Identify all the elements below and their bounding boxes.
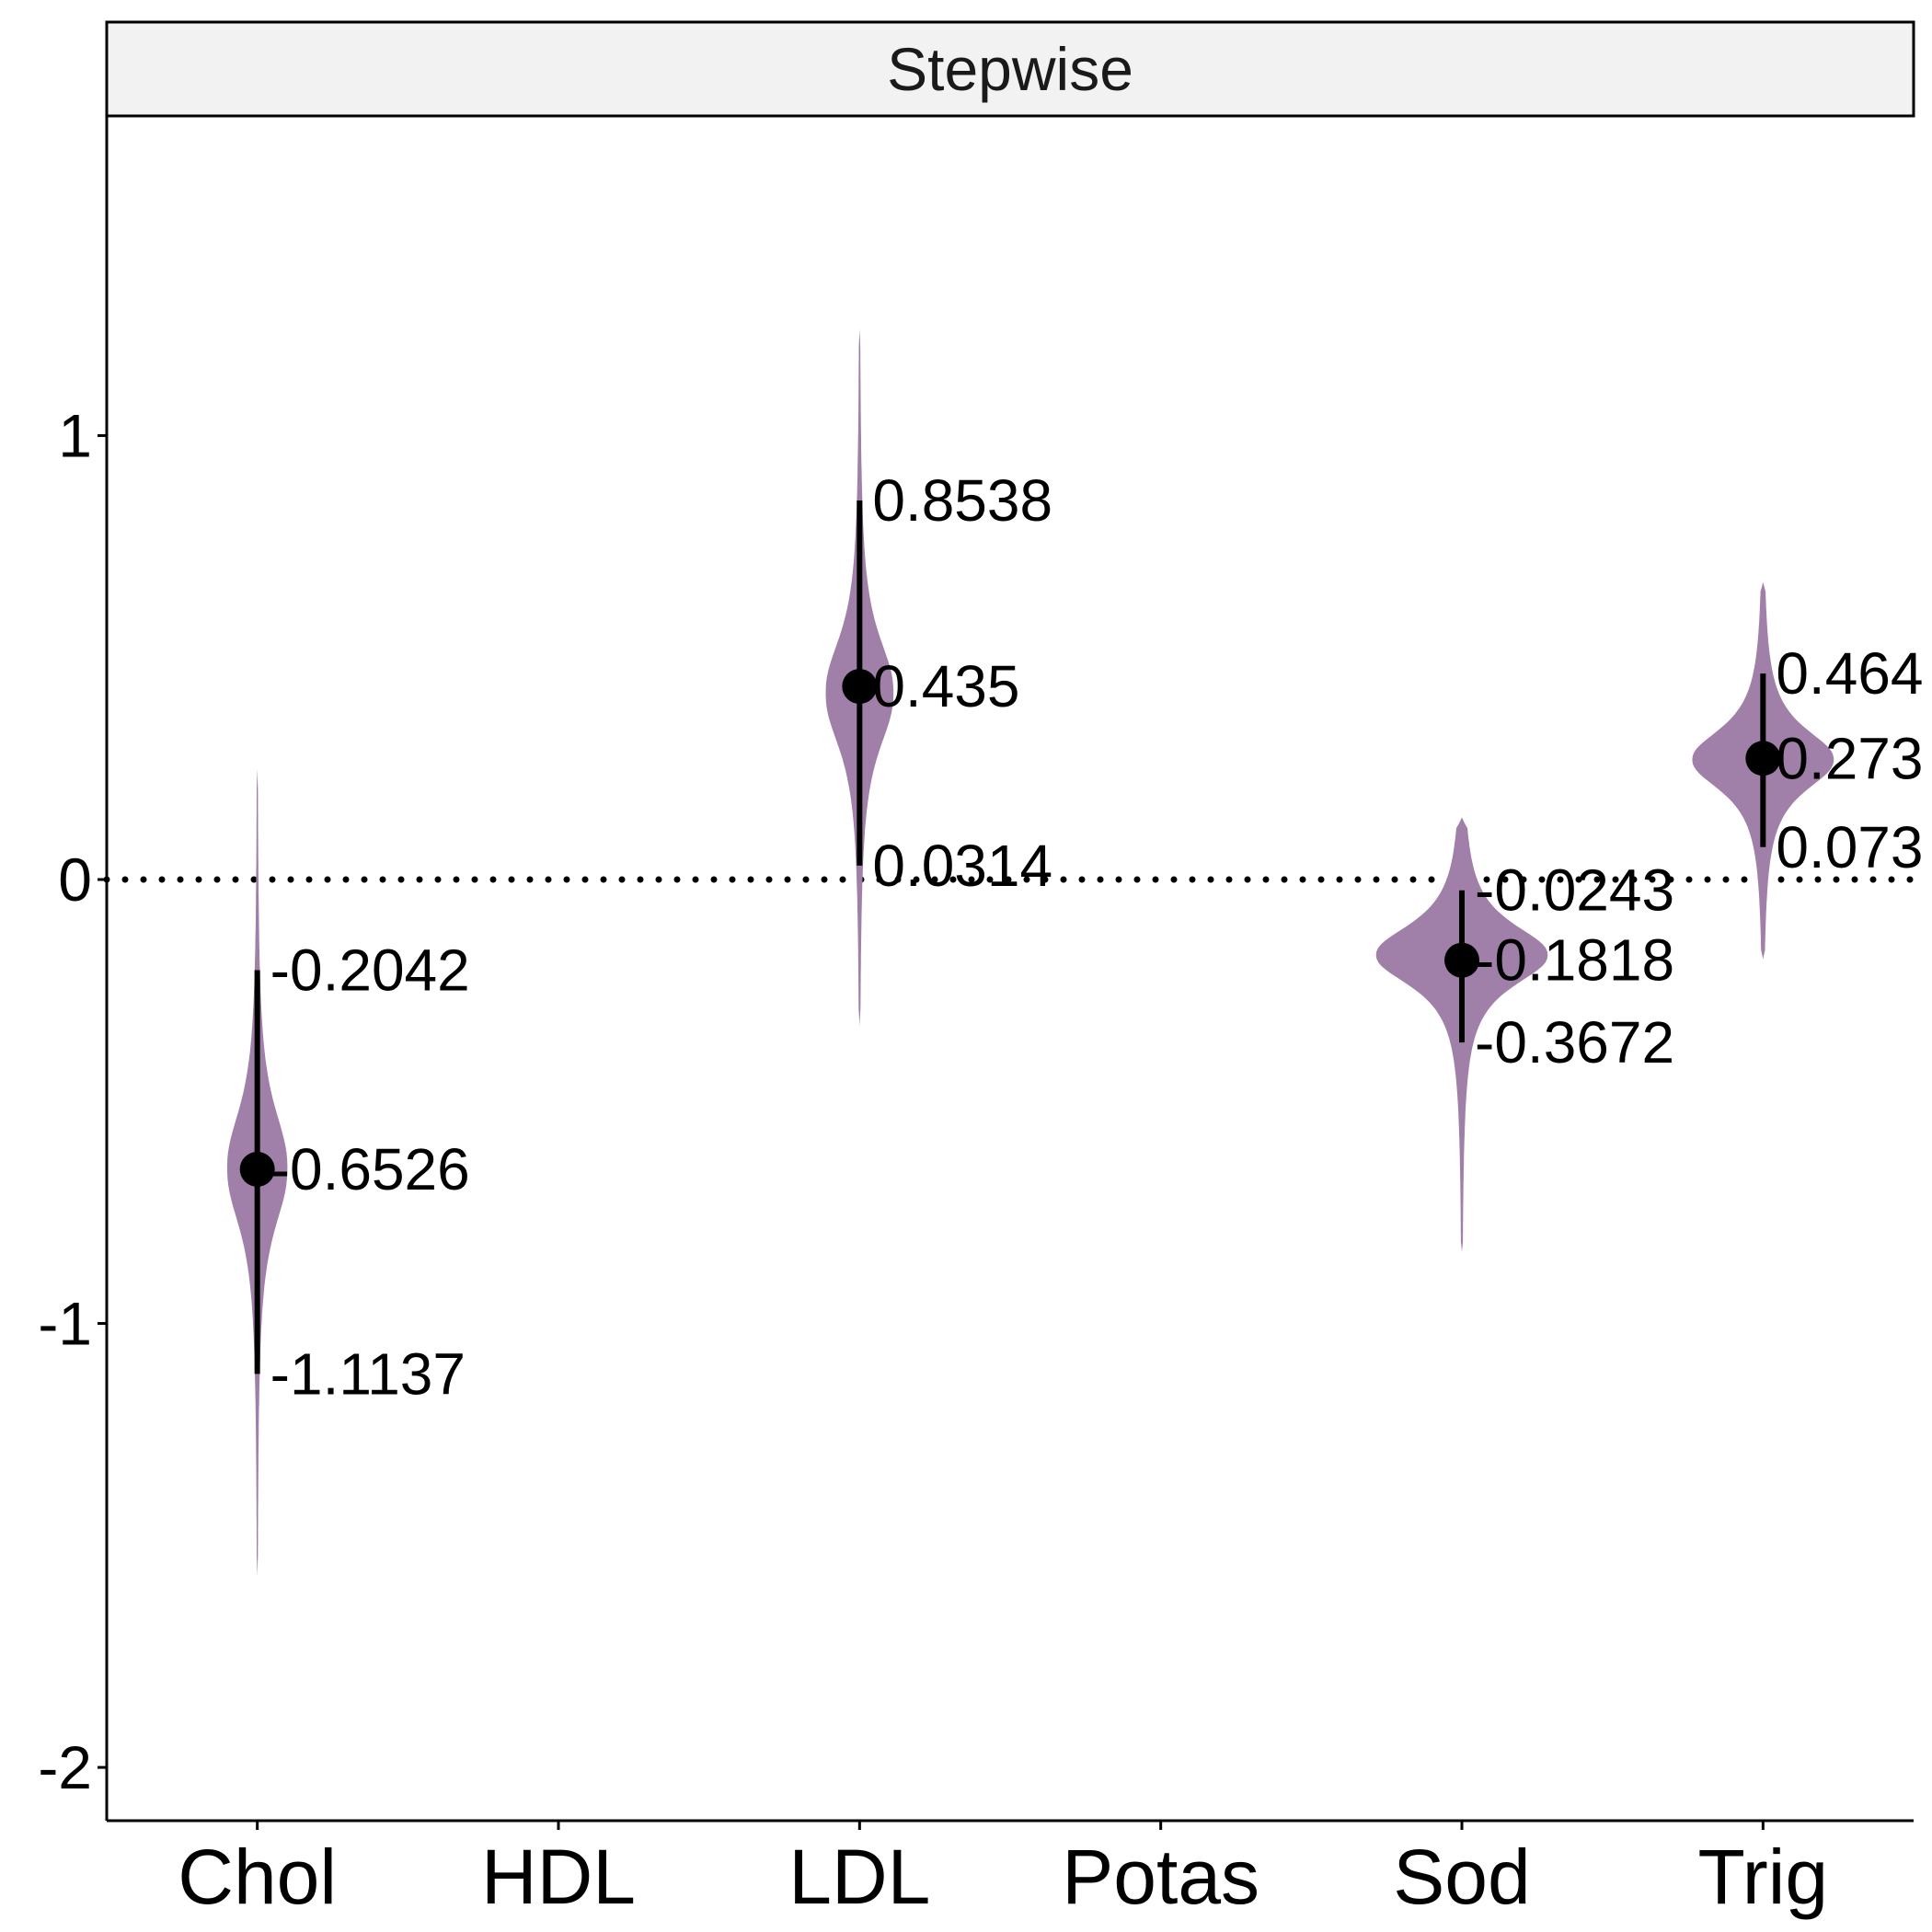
data-label-ldl-upper: 0.8538 [872,467,1052,534]
data-label-chol-lower: -1.1137 [270,1340,466,1407]
data-label-ldl-lower: 0.0314 [872,833,1052,899]
data-label-chol-upper: -0.2042 [270,937,470,1004]
y-tick-label: -2 [38,1733,92,1801]
data-label-layer: -0.2042 -0.6526 -1.1137 0.8538 0.435 0.0314 -0… [270,467,1924,1407]
x-tick-label-potas: Potas [1062,1834,1259,1920]
data-label-sod-upper: -0.0243 [1475,857,1674,924]
x-tick-label-sod: Sod [1393,1834,1530,1920]
data-label-trig-upper: 0.464 [1776,640,1923,707]
y-tick-label: 0 [58,845,92,914]
x-tick-label-hdl: HDL [481,1834,636,1920]
data-label-trig-median: 0.273 [1776,725,1923,791]
x-tick-label-trig: Trig [1698,1834,1829,1920]
interval-layer [239,500,1781,1374]
facet-title: Stepwise [887,35,1133,103]
y-tick-label: -1 [38,1290,92,1358]
data-label-ldl-median: 0.435 [872,653,1019,719]
median-point-trig [1745,741,1781,776]
x-tick-label-ldl: LDL [788,1834,930,1920]
data-label-trig-lower: 0.073 [1776,814,1923,880]
y-tick-label: 1 [58,401,92,469]
facet-strip [105,20,1915,118]
median-point-ldl [842,669,878,705]
tick-layer: 1 0 -1 -2 Chol HDL LDL Potas Sod Trig [38,401,1828,1920]
data-label-chol-median: -0.6526 [270,1136,470,1202]
median-point-chol [239,1151,275,1187]
x-tick-label-chol: Chol [178,1834,337,1920]
data-label-sod-median: -0.1818 [1475,927,1674,994]
data-label-sod-lower: -0.3672 [1475,1009,1674,1075]
median-point-sod [1444,942,1479,978]
